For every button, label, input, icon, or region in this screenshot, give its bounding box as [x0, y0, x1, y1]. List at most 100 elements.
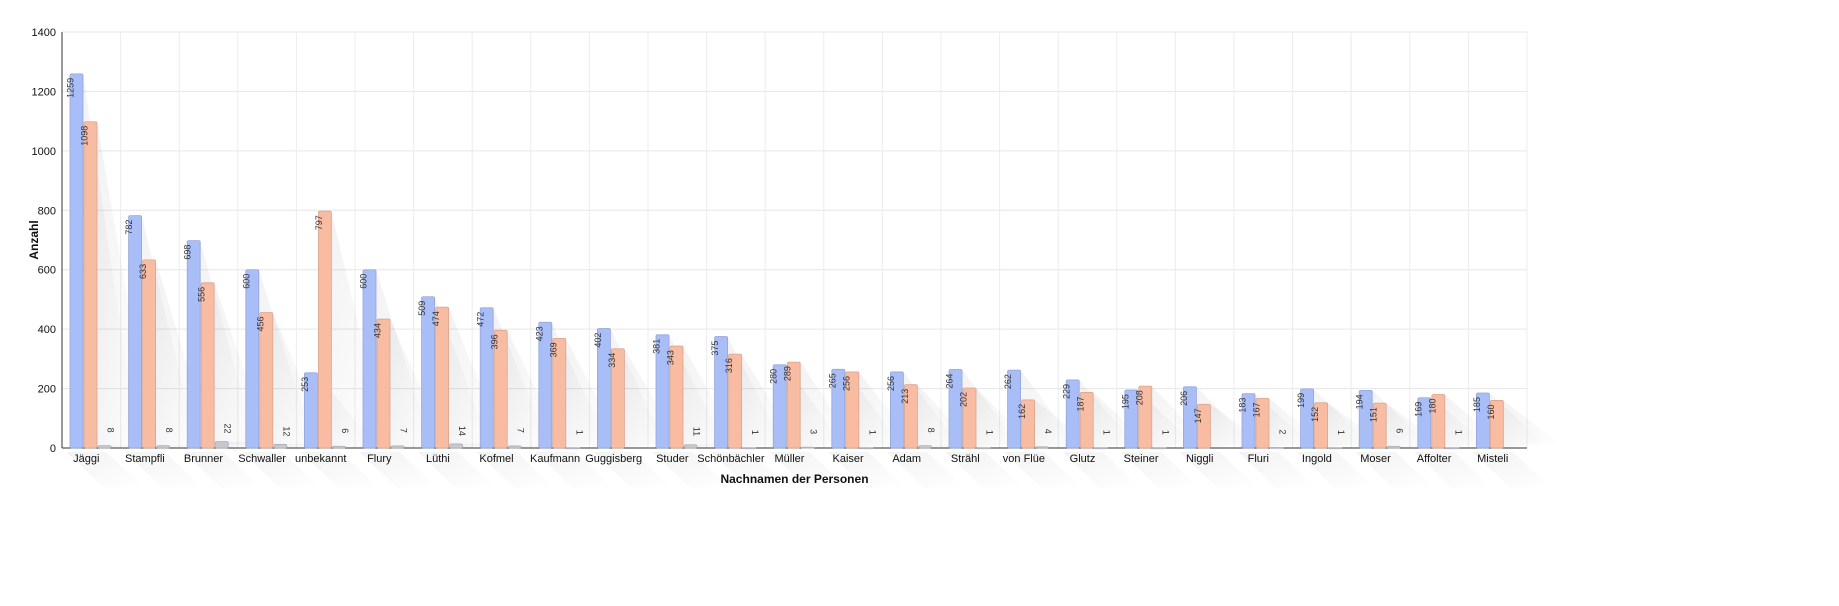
data-label: 22 [223, 423, 233, 433]
bar [683, 444, 698, 449]
category-shadow [359, 452, 438, 488]
data-label: 556 [197, 287, 207, 302]
x-tick-label: Lüthi [426, 453, 450, 465]
bar [655, 334, 670, 449]
bar [1183, 386, 1197, 449]
data-label: 229 [1062, 384, 1072, 399]
data-label: 202 [959, 392, 969, 407]
data-label: 256 [886, 376, 896, 391]
x-tick-label: Niggli [1186, 453, 1214, 465]
data-label: 264 [945, 374, 955, 389]
y-axis-title: Anzahl [27, 220, 41, 259]
bar [142, 259, 157, 449]
bar [449, 443, 464, 449]
bar [904, 384, 918, 449]
x-tick-label: Misteli [1477, 453, 1508, 465]
bar [493, 329, 508, 449]
bar [800, 446, 815, 449]
bar [1197, 403, 1211, 449]
data-label: 423 [534, 326, 544, 341]
bar [1124, 389, 1139, 449]
data-label: 199 [1296, 393, 1306, 408]
data-label: 187 [1076, 396, 1086, 411]
bar [728, 353, 742, 449]
data-label: 1 [867, 430, 877, 435]
bar [259, 312, 274, 449]
data-label: 600 [241, 274, 251, 289]
data-label: 334 [607, 353, 617, 368]
data-label: 456 [255, 317, 265, 332]
data-label: 782 [124, 220, 134, 235]
bar [714, 336, 728, 449]
bar [186, 240, 201, 449]
category-shadow [1179, 452, 1258, 488]
bar [948, 369, 963, 449]
data-label: 6 [1395, 428, 1405, 433]
bar [1007, 369, 1021, 449]
data-label: 195 [1120, 394, 1130, 409]
data-label: 194 [1355, 394, 1365, 409]
data-label: 7 [516, 428, 526, 433]
bar [331, 445, 346, 449]
y-tick-label: 200 [38, 384, 56, 396]
data-label: 1 [1160, 430, 1170, 435]
x-tick-label: Fluri [1248, 453, 1269, 465]
category-shadow [652, 452, 731, 488]
category-shadow [183, 452, 262, 488]
bar [976, 447, 991, 450]
x-tick-label: Strähl [951, 453, 980, 465]
bar [1314, 402, 1328, 449]
data-label: 1 [1453, 430, 1463, 435]
data-label: 633 [138, 264, 148, 279]
bar [538, 321, 553, 449]
bar [552, 337, 567, 449]
data-label: 381 [652, 339, 662, 354]
data-label: 434 [373, 323, 383, 338]
category-shadow [66, 452, 145, 488]
data-label: 797 [314, 215, 324, 230]
data-label: 152 [1310, 407, 1320, 422]
bar [1269, 447, 1284, 449]
data-label: 256 [841, 376, 851, 391]
data-label: 2 [1278, 429, 1288, 434]
data-label: 11 [692, 427, 702, 436]
x-tick-label: Moser [1360, 453, 1391, 465]
bar [376, 318, 391, 449]
bar [303, 372, 318, 449]
x-tick-label: Kofmel [479, 453, 513, 465]
x-tick-label: Flury [367, 453, 392, 465]
data-label: 600 [359, 274, 369, 289]
bar [859, 447, 874, 450]
category-shadow [1414, 452, 1493, 488]
bar [597, 328, 611, 449]
data-label: 1 [1102, 430, 1112, 435]
data-label: 3 [809, 429, 819, 434]
x-tick-label: Guggisberg [585, 453, 642, 465]
bar [566, 447, 581, 450]
category-shadow [1472, 452, 1551, 488]
x-tick-label: Schönbächler [697, 453, 765, 465]
y-tick-label: 1400 [32, 27, 56, 39]
bar [214, 441, 229, 449]
bar [97, 445, 112, 449]
bar [156, 445, 171, 449]
data-label: 472 [476, 312, 486, 327]
category-shadow [828, 452, 907, 488]
data-label: 698 [183, 245, 193, 260]
bar [1021, 399, 1035, 449]
category-shadow [1355, 452, 1434, 488]
x-tick-label: Adam [892, 453, 921, 465]
data-label: 1 [750, 430, 760, 435]
bar [1093, 447, 1108, 450]
bar [786, 361, 801, 449]
x-tick-label: Ingold [1302, 453, 1332, 465]
y-tick-label: 0 [50, 443, 56, 455]
category-shadow [769, 452, 848, 488]
y-tick-label: 600 [38, 265, 56, 277]
x-tick-label: Kaiser [833, 453, 865, 465]
bar [200, 282, 215, 449]
bar [435, 306, 450, 449]
data-label: 1 [574, 430, 584, 435]
y-tick-label: 1000 [32, 146, 56, 158]
